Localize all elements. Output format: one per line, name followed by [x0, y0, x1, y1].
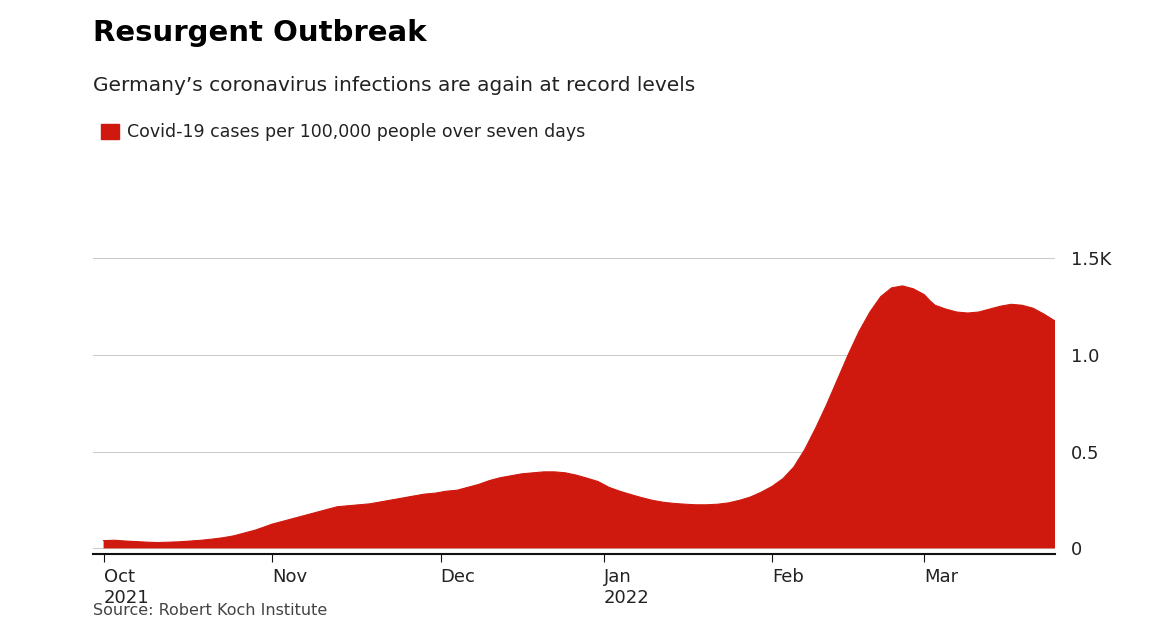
- Text: Resurgent Outbreak: Resurgent Outbreak: [93, 19, 427, 47]
- Legend: Covid-19 cases per 100,000 people over seven days: Covid-19 cases per 100,000 people over s…: [101, 124, 585, 141]
- Text: Germany’s coronavirus infections are again at record levels: Germany’s coronavirus infections are aga…: [93, 76, 695, 96]
- Text: Source: Robert Koch Institute: Source: Robert Koch Institute: [93, 603, 327, 618]
